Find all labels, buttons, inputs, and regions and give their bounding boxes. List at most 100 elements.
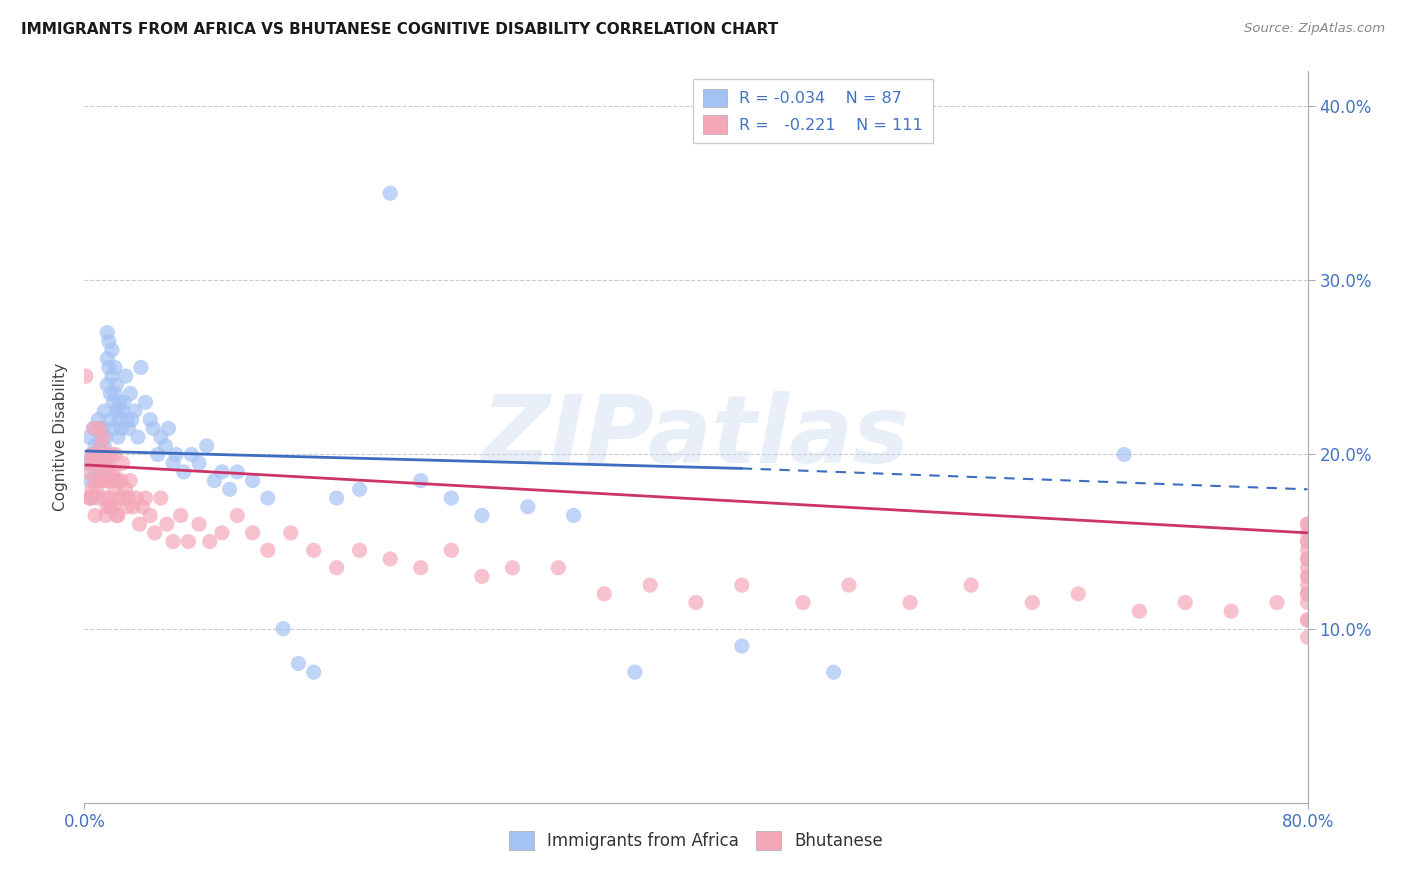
- Point: [349, 543, 371, 558]
- Point: [93, 404, 115, 418]
- Point: [257, 543, 280, 558]
- Point: [111, 456, 134, 470]
- Point: [89, 439, 111, 453]
- Point: [198, 534, 221, 549]
- Point: [115, 500, 138, 514]
- Point: [242, 525, 264, 540]
- Point: [94, 430, 117, 444]
- Point: [1021, 595, 1043, 609]
- Point: [129, 360, 152, 375]
- Point: [98, 500, 121, 514]
- Point: [79, 474, 101, 488]
- Point: [287, 657, 309, 671]
- Point: [105, 404, 128, 418]
- Point: [349, 483, 371, 497]
- Point: [471, 569, 494, 583]
- Point: [79, 491, 101, 505]
- Point: [226, 465, 249, 479]
- Point: [1296, 613, 1319, 627]
- Point: [120, 474, 142, 488]
- Point: [593, 587, 616, 601]
- Point: [103, 395, 125, 409]
- Point: [84, 465, 107, 479]
- Point: [107, 474, 129, 488]
- Point: [638, 578, 661, 592]
- Point: [1296, 552, 1319, 566]
- Point: [128, 517, 150, 532]
- Point: [96, 500, 118, 514]
- Point: [135, 491, 157, 505]
- Point: [139, 412, 162, 426]
- Point: [93, 439, 115, 453]
- Point: [440, 543, 463, 558]
- Point: [1296, 613, 1319, 627]
- Point: [1296, 560, 1319, 574]
- Point: [211, 525, 233, 540]
- Point: [108, 395, 131, 409]
- Point: [124, 404, 146, 418]
- Point: [1296, 534, 1319, 549]
- Point: [87, 491, 110, 505]
- Point: [502, 560, 524, 574]
- Point: [80, 448, 103, 462]
- Point: [101, 343, 124, 357]
- Point: [94, 508, 117, 523]
- Point: [131, 500, 153, 514]
- Point: [127, 430, 149, 444]
- Point: [90, 448, 112, 462]
- Point: [98, 465, 121, 479]
- Point: [97, 491, 120, 505]
- Point: [188, 517, 211, 532]
- Point: [188, 456, 211, 470]
- Point: [471, 508, 494, 523]
- Point: [195, 439, 218, 453]
- Point: [226, 508, 249, 523]
- Point: [380, 552, 402, 566]
- Point: [1067, 587, 1090, 601]
- Point: [1296, 587, 1319, 601]
- Point: [302, 543, 325, 558]
- Point: [280, 525, 302, 540]
- Point: [731, 578, 754, 592]
- Text: Source: ZipAtlas.com: Source: ZipAtlas.com: [1244, 22, 1385, 36]
- Point: [115, 412, 138, 426]
- Point: [118, 421, 141, 435]
- Point: [170, 508, 193, 523]
- Point: [302, 665, 325, 680]
- Point: [86, 448, 108, 462]
- Point: [114, 483, 136, 497]
- Point: [96, 326, 118, 340]
- Point: [83, 421, 105, 435]
- Point: [898, 595, 921, 609]
- Point: [91, 465, 114, 479]
- Point: [90, 474, 112, 488]
- Point: [139, 508, 162, 523]
- Point: [792, 595, 814, 609]
- Point: [103, 500, 125, 514]
- Point: [107, 404, 129, 418]
- Point: [1296, 587, 1319, 601]
- Point: [110, 421, 132, 435]
- Point: [125, 491, 148, 505]
- Point: [107, 508, 129, 523]
- Legend: Immigrants from Africa, Bhutanese: Immigrants from Africa, Bhutanese: [502, 824, 890, 856]
- Point: [624, 665, 647, 680]
- Point: [1128, 604, 1150, 618]
- Point: [104, 360, 127, 375]
- Point: [105, 474, 128, 488]
- Point: [1296, 569, 1319, 583]
- Point: [1296, 543, 1319, 558]
- Point: [89, 448, 111, 462]
- Point: [1114, 448, 1136, 462]
- Point: [156, 517, 179, 532]
- Point: [114, 369, 136, 384]
- Point: [98, 412, 121, 426]
- Point: [731, 639, 754, 653]
- Point: [155, 439, 177, 453]
- Point: [96, 474, 118, 488]
- Point: [838, 578, 860, 592]
- Point: [823, 665, 845, 680]
- Point: [87, 456, 110, 470]
- Point: [380, 186, 402, 201]
- Point: [93, 491, 115, 505]
